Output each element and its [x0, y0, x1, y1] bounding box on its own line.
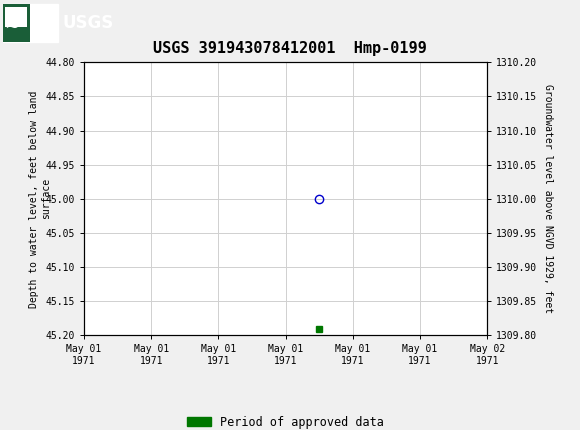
Text: USGS 391943078412001  Hmp-0199: USGS 391943078412001 Hmp-0199 [153, 41, 427, 56]
Bar [3, 3, 30, 42]
Y-axis label: Groundwater level above NGVD 1929, feet: Groundwater level above NGVD 1929, feet [543, 84, 553, 313]
Legend: Period of approved data: Period of approved data [183, 411, 389, 430]
Bar [5, 7, 27, 27]
Text: ≋: ≋ [4, 14, 19, 31]
Text: USGS: USGS [63, 14, 114, 31]
Bar [3, 3, 58, 42]
Y-axis label: Depth to water level, feet below land
surface: Depth to water level, feet below land su… [30, 90, 51, 307]
